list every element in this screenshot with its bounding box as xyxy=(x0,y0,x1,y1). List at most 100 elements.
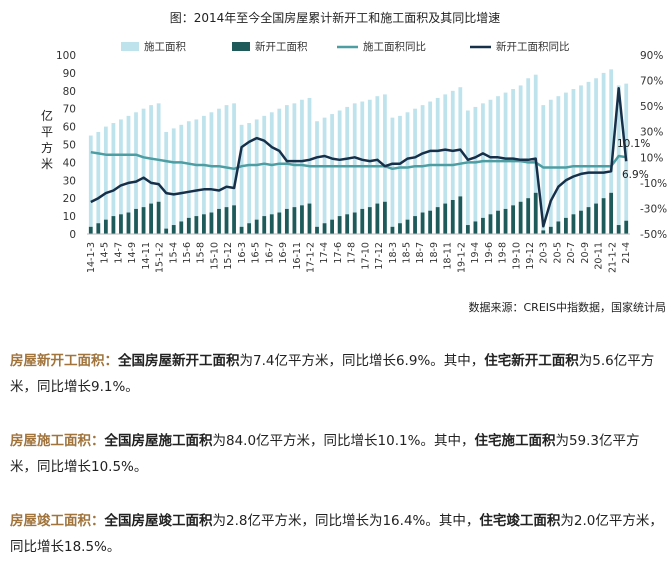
chart-svg: 图：2014年至今全国房屋累计新开工和施工面积及其同比增速 施工面积 新开工面积… xyxy=(41,10,667,314)
bar-new-start-area xyxy=(284,208,289,234)
bar-new-start-area xyxy=(217,208,221,234)
paragraph-label: 房屋竣工面积： xyxy=(10,513,105,529)
bar-new-start-area xyxy=(277,212,282,234)
bar-construction-area xyxy=(300,99,304,234)
x-tick-label: 20-7 xyxy=(566,242,577,264)
bar-construction-area xyxy=(473,106,478,234)
x-tick-label: 16-7 xyxy=(264,242,275,264)
bar-construction-area xyxy=(601,72,606,235)
legend-label-new-start-yoy: 新开工面积同比 xyxy=(496,40,570,53)
chart-source: 数据来源：CREIS中指数据，国家统计局 xyxy=(469,300,667,314)
paragraph-bold: 住宅竣工面积 xyxy=(479,513,561,529)
bar-new-start-area xyxy=(511,205,515,234)
series-construction-yoy xyxy=(90,150,627,171)
bar-construction-area xyxy=(556,96,561,234)
bar-construction-area xyxy=(119,119,123,234)
bar-construction-area xyxy=(428,101,433,234)
bar-construction-area xyxy=(224,105,229,235)
bar-construction-area xyxy=(420,105,425,235)
bar-construction-area xyxy=(337,110,342,234)
bar-construction-area xyxy=(616,85,621,235)
y-axis-right: -50% -30% -10% 10% 30% 50% 70% 90% xyxy=(640,50,667,241)
bar-new-start-area xyxy=(556,221,561,234)
bar-new-start-area xyxy=(518,201,523,234)
bar-construction-area xyxy=(179,124,184,234)
bar-new-start-area xyxy=(420,212,425,234)
bar-new-start-area xyxy=(330,219,334,234)
bar-new-start-area xyxy=(322,223,327,234)
bar-new-start-area xyxy=(149,203,153,234)
x-tick-label: 18-11 xyxy=(443,242,454,270)
bar-new-start-area xyxy=(428,210,433,234)
bar-construction-area xyxy=(88,135,93,234)
bar-new-start-area xyxy=(209,212,214,234)
bar-new-start-area xyxy=(119,214,123,234)
bar-construction-area xyxy=(390,117,395,234)
legend: 施工面积 新开工面积 施工面积同比 新开工面积同比 xyxy=(121,40,570,53)
bar-construction-area xyxy=(209,112,214,234)
bar-construction-area xyxy=(149,105,153,235)
x-tick-label: 21-4 xyxy=(621,242,632,264)
bar-new-start-area xyxy=(254,219,259,234)
paragraph-label: 房屋施工面积： xyxy=(10,433,105,449)
y-tick-label: 30 xyxy=(63,175,76,187)
bar-construction-area xyxy=(284,105,289,235)
x-tick-label: 17-1-2 xyxy=(305,242,316,273)
bar-new-start-area xyxy=(616,225,621,234)
y2-tick-label: 70% xyxy=(640,76,663,88)
bar-new-start-area xyxy=(450,199,455,234)
x-tick-label: 19-4 xyxy=(470,242,481,264)
bar-construction-area xyxy=(541,105,546,235)
annotation-construction-yoy: 10.1% xyxy=(617,138,650,150)
bar-new-start-area xyxy=(141,207,146,234)
y-tick-label: 20 xyxy=(63,193,76,205)
y2-tick-label: 90% xyxy=(640,50,663,62)
bar-construction-area xyxy=(405,112,410,234)
x-tick-label: 15-1-2 xyxy=(155,242,166,273)
y-tick-label: 70 xyxy=(63,104,76,116)
x-tick-label: 15-6 xyxy=(182,242,193,264)
bar-construction-area xyxy=(594,78,598,235)
x-tick-label: 20-3 xyxy=(539,242,550,264)
x-tick-label: 14-1-3 xyxy=(86,242,97,273)
x-tick-label: 19-8 xyxy=(498,242,509,264)
x-axis: 14-1-3 14-5 14-7 14-9 14-11 15-1-2 15-4 15-6 15-… xyxy=(86,242,632,273)
bar-new-start-area xyxy=(126,212,131,234)
paragraph-label: 房屋新开工面积： xyxy=(10,353,118,369)
line-construction-yoy xyxy=(90,150,627,171)
bar-construction-area xyxy=(134,112,138,234)
chart-title: 图：2014年至今全国房屋累计新开工和施工面积及其同比增速 xyxy=(170,10,501,25)
bar-new-start-area xyxy=(300,205,304,234)
bar-new-start-area xyxy=(247,223,252,234)
bar-construction-area xyxy=(345,106,350,234)
bar-new-start-area xyxy=(533,192,538,234)
paragraph-bold: 住宅新开工面积 xyxy=(484,353,579,369)
bar-new-start-area xyxy=(164,228,169,234)
bar-construction-area xyxy=(398,115,402,234)
bar-construction-area xyxy=(526,78,531,235)
paragraph-lead: 全国房屋竣工面积 xyxy=(104,513,213,529)
x-tick-label: 15-4 xyxy=(168,242,179,264)
bar-new-start-area xyxy=(609,192,614,234)
bar-construction-area xyxy=(254,119,259,234)
bar-new-start-area xyxy=(481,217,485,234)
bar-new-start-area xyxy=(307,203,312,234)
y-axis-label-char: 平 xyxy=(41,125,53,139)
x-tick-label: 17-10 xyxy=(360,242,371,270)
bar-construction-area xyxy=(579,85,583,235)
bar-new-start-area xyxy=(186,217,191,234)
bar-new-start-area xyxy=(232,205,236,234)
bar-new-start-area xyxy=(179,221,184,234)
x-tick-label: 16-9 xyxy=(278,242,289,264)
bar-construction-area xyxy=(262,115,267,234)
bar-new-start-area xyxy=(443,203,448,234)
legend-label-construction-yoy: 施工面积同比 xyxy=(363,40,426,53)
bar-construction-area xyxy=(571,89,576,234)
y2-tick-label: 10% xyxy=(640,152,663,164)
line-new-start-yoy xyxy=(90,86,628,228)
bar-new-start-area xyxy=(488,214,493,234)
bar-construction-area xyxy=(96,131,101,234)
y-axis-label-char: 方 xyxy=(41,140,53,155)
series-new-start-yoy xyxy=(90,86,628,228)
y2-tick-label: -30% xyxy=(640,203,667,215)
